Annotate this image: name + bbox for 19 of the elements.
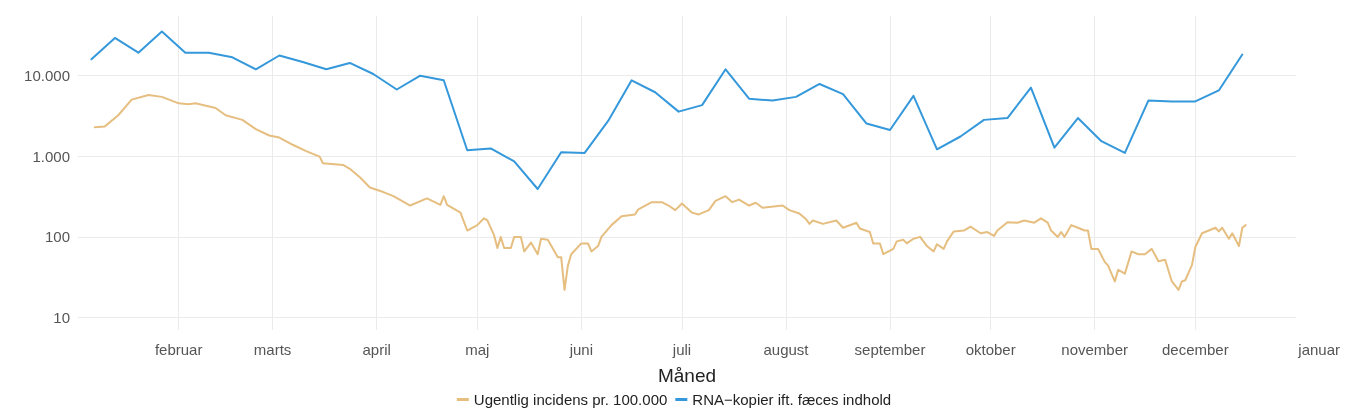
- x-tick-label: april: [362, 341, 391, 358]
- x-tick-label: maj: [465, 341, 490, 358]
- x-axis-title: Måned: [657, 365, 717, 386]
- x-tick-label: august: [763, 341, 810, 358]
- legend-label: Ugentlig incidens pr. 100.000: [473, 391, 668, 408]
- x-tick-label: juli: [671, 341, 692, 358]
- x-tick-label: september: [854, 341, 926, 358]
- y-tick-label: 10.000: [24, 67, 70, 85]
- legend-label: RNA−kopier ift. fæces indhold: [692, 391, 892, 408]
- x-tick-label: marts: [253, 341, 292, 358]
- y-tick-label: 10: [53, 309, 70, 327]
- y-tick-label: 1.000: [32, 147, 70, 165]
- x-tick-label: juni: [568, 341, 593, 358]
- y-tick-label: 100: [44, 228, 70, 246]
- x-tick-label: februar: [154, 341, 203, 358]
- x-tick-label: december: [1161, 341, 1229, 358]
- x-tick-label: november: [1061, 341, 1129, 358]
- text: januar: [1297, 341, 1341, 358]
- x-tick-label: oktober: [965, 341, 1016, 358]
